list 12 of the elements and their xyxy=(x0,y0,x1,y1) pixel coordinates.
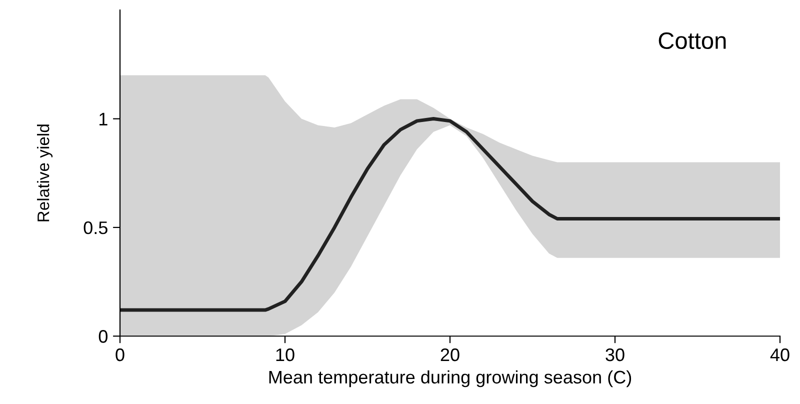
y-tick-label: 1 xyxy=(100,112,108,126)
y-tick-label: 0.5 xyxy=(84,221,108,234)
annotation: Cotton xyxy=(658,32,726,50)
x-tick-label: 10 xyxy=(276,348,294,362)
x-tick-label: 20 xyxy=(440,348,460,362)
x-tick-label: 0 xyxy=(116,348,124,362)
y-axis-title: Relative yield xyxy=(37,124,53,222)
x-tick-label: 40 xyxy=(770,348,790,362)
x-tick-label: 30 xyxy=(606,348,624,362)
line-series xyxy=(120,117,780,312)
y-tick-label: 0 xyxy=(98,330,108,343)
x-axis-title: Mean temperature during growing season (C) xyxy=(269,370,632,388)
